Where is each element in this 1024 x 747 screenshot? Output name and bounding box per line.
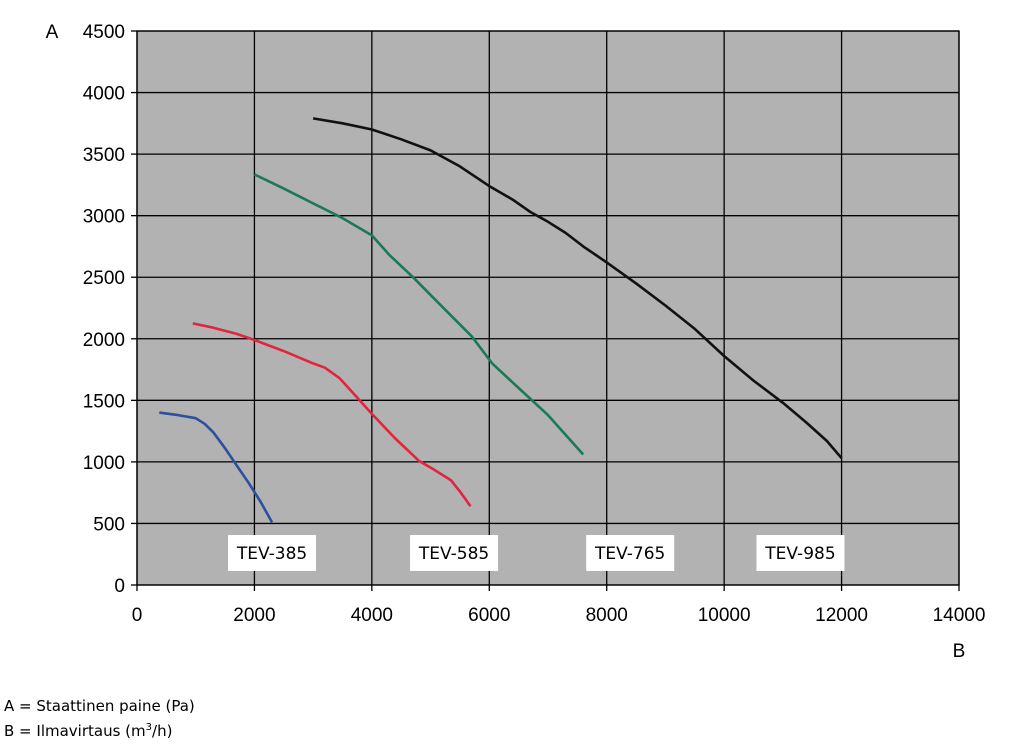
series-line-tev-585 [192, 322, 472, 507]
series-line-tev-765 [253, 173, 585, 456]
tick-labels: 0 2000 4000 6000 8000 10000 12000 14000 0 500 1000… [83, 22, 986, 626]
y-tick-label: 1000 [83, 453, 125, 474]
footnote-a-text: A = Staattinen paine (Pa) [4, 697, 195, 715]
y-axis-label: A [46, 22, 59, 43]
series-label-box [586, 534, 675, 571]
x-tick-label: 12000 [815, 605, 868, 626]
footnote-a: A = Staattinen paine (Pa) [4, 696, 195, 717]
x-tick-label: 4000 [351, 605, 393, 626]
plot-border [136, 30, 960, 586]
series-label-box [756, 534, 845, 571]
footnote-b-sup: 3 [145, 722, 153, 733]
y-tick-label: 1500 [83, 391, 125, 412]
x-tick-label: 2000 [233, 605, 275, 626]
series-labels: TEV-385 TEV-585 TEV-765 TEV-985 [228, 534, 845, 571]
axes [131, 30, 960, 591]
x-tick-label: 8000 [586, 605, 628, 626]
x-axis-label: B [953, 641, 966, 662]
series-label-tev-985: TEV-985 [764, 544, 835, 564]
series-label-box [410, 534, 499, 571]
x-tick-label: 0 [132, 605, 143, 626]
footnote-b-suffix: /h) [152, 722, 173, 740]
y-tick-label: 2000 [83, 330, 125, 351]
y-tick-label: 3000 [83, 207, 125, 228]
y-tick-label: 4000 [83, 84, 125, 105]
y-tick-label: 3500 [83, 145, 125, 166]
x-tick-label: 6000 [468, 605, 510, 626]
y-tick-label: 2500 [83, 268, 125, 289]
y-tick-label: 0 [114, 576, 125, 597]
y-tick-label: 4500 [83, 22, 125, 43]
series-line-tev-985 [312, 117, 843, 460]
series-label-tev-765: TEV-765 [594, 544, 665, 564]
series-label-tev-585: TEV-585 [418, 544, 489, 564]
series-label-tev-385: TEV-385 [236, 544, 307, 564]
series-label-box [228, 534, 317, 571]
series-line-tev-385 [159, 411, 274, 523]
series-lines [159, 117, 843, 523]
chart-canvas: 0 2000 4000 6000 8000 10000 12000 14000 0 500 1000… [46, 22, 986, 662]
y-tick-label: 500 [93, 514, 125, 535]
x-tick-label: 14000 [933, 605, 986, 626]
footnote-b-prefix: B = Ilmavirtaus (m [4, 722, 146, 740]
x-tick-label: 10000 [698, 605, 751, 626]
footnote-b: B = Ilmavirtaus (m3/h) [4, 717, 172, 742]
plot-area [137, 31, 959, 585]
